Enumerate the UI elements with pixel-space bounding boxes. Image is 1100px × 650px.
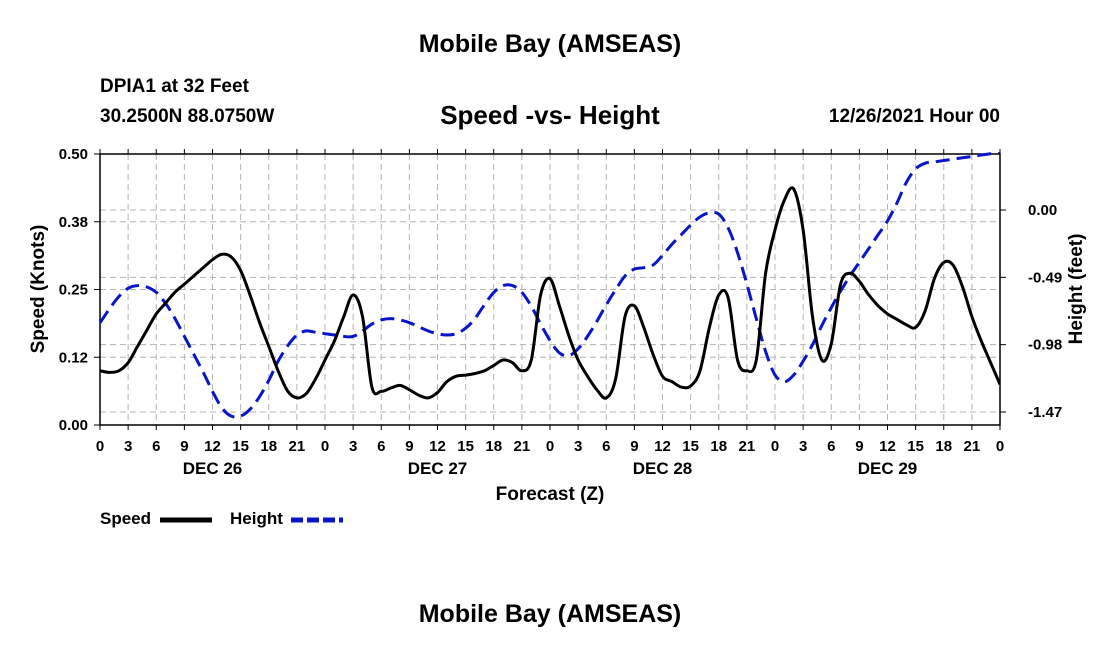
y-tick-label: 0.12	[59, 349, 88, 366]
day-label: DEC 29	[858, 459, 918, 478]
x-tick-label: 0	[96, 438, 104, 455]
y-tick-label: 0.25	[59, 282, 88, 299]
x-tick-label: 9	[405, 438, 413, 455]
x-tick-label: 12	[879, 438, 896, 455]
x-tick-label: 15	[457, 438, 474, 455]
x-tick-label: 0	[771, 438, 779, 455]
height-series-line	[100, 152, 1000, 419]
x-tick-label: 9	[180, 438, 188, 455]
x-tick-label: 9	[855, 438, 863, 455]
x-tick-label: 21	[739, 438, 756, 455]
y2-axis-label: Height (feet)	[1066, 234, 1087, 345]
speed-series-line	[100, 186, 1000, 400]
x-tick-label: 3	[349, 438, 357, 455]
y2-tick-label: -0.98	[1028, 337, 1062, 354]
chart-main-title: Mobile Bay (AMSEAS)	[418, 30, 682, 58]
x-tick-label: 9	[630, 438, 638, 455]
legend-speed-label: Speed	[100, 509, 152, 528]
speed-height-chart: 0 3 6 9 12 15 18 21 0 3 6 9 12 15 18 21 0 3 6 9 12 15 18 21 0 3 6 9…	[28, 146, 1087, 523]
x-tick-label: 3	[799, 438, 807, 455]
y2-tick-label: 0.00	[1028, 202, 1057, 219]
x-tick-label: 15	[232, 438, 249, 455]
x-tick-label: 18	[710, 438, 727, 455]
y2-tick-label: -0.49	[1028, 269, 1062, 286]
x-tick-label: 3	[574, 438, 582, 455]
station-label: DPIA1 at 32 Feet	[100, 76, 249, 97]
y-tick-label: 0.00	[59, 417, 88, 434]
grid-lines	[100, 154, 1000, 425]
y-tick-label: 0.38	[59, 214, 88, 231]
station-coordinates: 30.2500N 88.0750W	[100, 106, 275, 127]
x-tick-label: 6	[377, 438, 385, 455]
x-tick-label: 0	[546, 438, 554, 455]
x-tick-label: 18	[260, 438, 277, 455]
x-tick-label: 0	[996, 438, 1004, 455]
x-tick-label: 3	[124, 438, 132, 455]
x-tick-label: 15	[907, 438, 924, 455]
x-tick-label: 12	[654, 438, 671, 455]
x-tick-label: 6	[602, 438, 610, 455]
y2-tick-label: -1.47	[1028, 404, 1062, 421]
x-tick-label: 21	[514, 438, 531, 455]
series-layer	[100, 152, 1000, 419]
x-tick-label: 18	[485, 438, 502, 455]
day-label: DEC 27	[408, 459, 468, 478]
forecast-run-time: 12/26/2021 Hour 00	[828, 106, 1000, 127]
day-label: DEC 28	[633, 459, 693, 478]
x-tick-label: 6	[827, 438, 835, 455]
x-tick-label: 12	[429, 438, 446, 455]
day-label: DEC 26	[183, 459, 243, 478]
x-tick-label: 6	[152, 438, 160, 455]
axes: 0 3 6 9 12 15 18 21 0 3 6 9 12 15 18 21 0 3 6 9 12 15 18 21 0 3 6 9…	[59, 146, 1062, 478]
x-tick-label: 21	[964, 438, 981, 455]
x-axis-label: Forecast (Z)	[496, 484, 605, 505]
x-tick-label: 18	[935, 438, 952, 455]
x-tick-label: 12	[204, 438, 221, 455]
x-tick-label: 15	[682, 438, 699, 455]
legend-height-label: Height	[230, 509, 283, 528]
y-axis-label: Speed (Knots)	[28, 225, 49, 354]
chart-subtitle: Speed -vs- Height	[440, 100, 660, 130]
y-tick-label: 0.50	[59, 146, 88, 163]
x-tick-label: 21	[289, 438, 306, 455]
next-chart-title: Mobile Bay (AMSEAS)	[418, 600, 682, 628]
x-tick-label: 0	[321, 438, 329, 455]
